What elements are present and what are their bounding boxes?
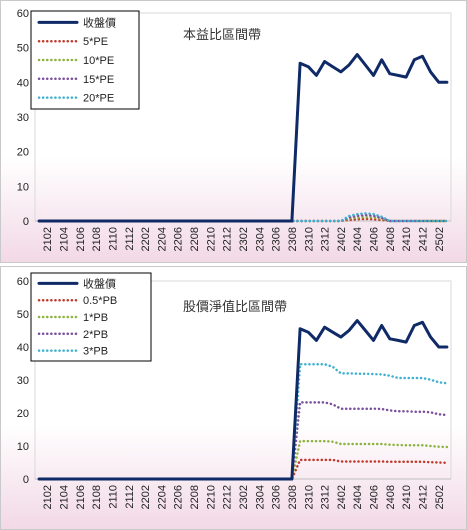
x-tick-label: 2306 bbox=[271, 485, 283, 509]
x-tick-label: 2106 bbox=[75, 227, 87, 251]
x-tick-label: 2104 bbox=[59, 485, 71, 509]
x-tick-label: 2110 bbox=[107, 227, 119, 251]
x-tick-label: 2402 bbox=[336, 485, 348, 509]
legend-label: 10*PE bbox=[83, 55, 114, 67]
y-tick-label: 40 bbox=[17, 342, 29, 354]
x-tick-label: 2206 bbox=[173, 485, 185, 509]
x-tick-label: 2108 bbox=[91, 227, 103, 251]
series-line-2 bbox=[37, 439, 449, 481]
y-tick-label: 60 bbox=[17, 8, 29, 20]
y-tick-label: 30 bbox=[17, 375, 29, 387]
x-tick-label: 2412 bbox=[417, 485, 429, 509]
pb-band-chart: 0 10 20 30 40 50 60 2102 2104 2106 2108 2110 2112 220… bbox=[17, 272, 452, 509]
x-tick-label: 2410 bbox=[401, 485, 413, 509]
legend-label: 15*PE bbox=[83, 74, 114, 86]
x-tick-label: 2110 bbox=[107, 485, 119, 509]
x-tick-label: 2308 bbox=[287, 227, 299, 251]
x-tick-label: 2102 bbox=[42, 227, 54, 251]
legend-label: 0.5*PB bbox=[83, 295, 117, 307]
y-tick-label: 10 bbox=[17, 181, 29, 193]
y-tick-label: 40 bbox=[17, 77, 29, 89]
x-tick-label: 2310 bbox=[303, 485, 315, 509]
legend-box bbox=[30, 10, 140, 110]
legend-label: 5*PE bbox=[83, 36, 108, 48]
legend: 收盤價 0.5*PB 1*PB 2*PB 3*PB bbox=[30, 272, 152, 362]
x-tick-label: 2202 bbox=[140, 485, 152, 509]
y-tick-label: 50 bbox=[17, 43, 29, 55]
x-tick-label: 2502 bbox=[434, 227, 446, 251]
pb-band-chart-panel: 0 10 20 30 40 50 60 2102 2104 2106 2108 2110 2112 220… bbox=[0, 266, 467, 530]
series-line-4 bbox=[37, 362, 449, 481]
x-tick-label: 2108 bbox=[91, 485, 103, 509]
x-tick-label: 2210 bbox=[205, 485, 217, 509]
x-tick-label: 2208 bbox=[189, 485, 201, 509]
x-tick-label: 2104 bbox=[59, 227, 71, 251]
x-tick-label: 2112 bbox=[124, 227, 136, 251]
y-tick-label: 20 bbox=[17, 147, 29, 159]
pe-band-chart-panel: 0 10 20 30 40 50 60 2102 2104 2106 2108 2110 2112 220… bbox=[0, 0, 467, 263]
x-tick-label: 2408 bbox=[385, 485, 397, 509]
x-tick-label: 2312 bbox=[320, 227, 332, 251]
legend-label: 20*PE bbox=[83, 93, 114, 105]
x-tick-label: 2404 bbox=[352, 227, 364, 251]
x-tick-label: 2212 bbox=[222, 227, 234, 251]
pe-band-chart: 0 10 20 30 40 50 60 2102 2104 2106 2108 2110 2112 220… bbox=[17, 8, 452, 251]
x-tick-label: 2208 bbox=[189, 227, 201, 251]
series-line-1 bbox=[37, 458, 449, 481]
x-tick-label: 2310 bbox=[303, 227, 315, 251]
x-tick-label: 2502 bbox=[434, 485, 446, 509]
x-tick-label: 2102 bbox=[42, 485, 54, 509]
x-tick-label: 2204 bbox=[156, 227, 168, 251]
x-tick-label: 2112 bbox=[124, 485, 136, 509]
x-tick-label: 2206 bbox=[173, 227, 185, 251]
x-tick-label: 2402 bbox=[336, 227, 348, 251]
x-tick-label: 2312 bbox=[320, 485, 332, 509]
x-tick-label: 2404 bbox=[352, 485, 364, 509]
x-tick-label: 2204 bbox=[156, 485, 168, 509]
x-tick-label: 2412 bbox=[417, 227, 429, 251]
y-tick-label: 60 bbox=[17, 276, 29, 288]
y-tick-label: 50 bbox=[17, 309, 29, 321]
legend-label: 收盤價 bbox=[83, 15, 116, 29]
x-tick-label: 2410 bbox=[401, 227, 413, 251]
y-tick-label: 0 bbox=[23, 216, 29, 228]
x-tick-label: 2304 bbox=[254, 485, 266, 509]
chart-title: 股價淨值比區間帶 bbox=[183, 299, 287, 314]
x-tick-label: 2304 bbox=[254, 227, 266, 251]
x-tick-label: 2406 bbox=[369, 485, 381, 509]
chart-title: 本益比區間帶 bbox=[183, 27, 261, 42]
series-line-3 bbox=[37, 401, 449, 481]
x-tick-label: 2210 bbox=[205, 227, 217, 251]
x-tick-label: 2406 bbox=[369, 227, 381, 251]
x-tick-label: 2302 bbox=[238, 227, 250, 251]
y-tick-label: 20 bbox=[17, 408, 29, 420]
legend-label: 2*PB bbox=[83, 329, 108, 341]
x-tick-label: 2306 bbox=[271, 227, 283, 251]
series-line-0 bbox=[37, 319, 449, 481]
x-tick-label: 2202 bbox=[140, 227, 152, 251]
x-tick-label: 2408 bbox=[385, 227, 397, 251]
series-line-0 bbox=[37, 53, 449, 223]
legend: 收盤價 5*PE 10*PE 15*PE 20*PE bbox=[30, 10, 140, 110]
legend-label: 1*PB bbox=[83, 312, 108, 324]
y-tick-label: 0 bbox=[23, 474, 29, 486]
y-tick-label: 30 bbox=[17, 112, 29, 124]
y-tick-label: 10 bbox=[17, 441, 29, 453]
x-tick-label: 2302 bbox=[238, 485, 250, 509]
legend-label: 收盤價 bbox=[83, 276, 116, 290]
legend-label: 3*PB bbox=[83, 346, 108, 358]
x-tick-label: 2308 bbox=[287, 485, 299, 509]
x-tick-label: 2106 bbox=[75, 485, 87, 509]
x-tick-label: 2212 bbox=[222, 485, 234, 509]
